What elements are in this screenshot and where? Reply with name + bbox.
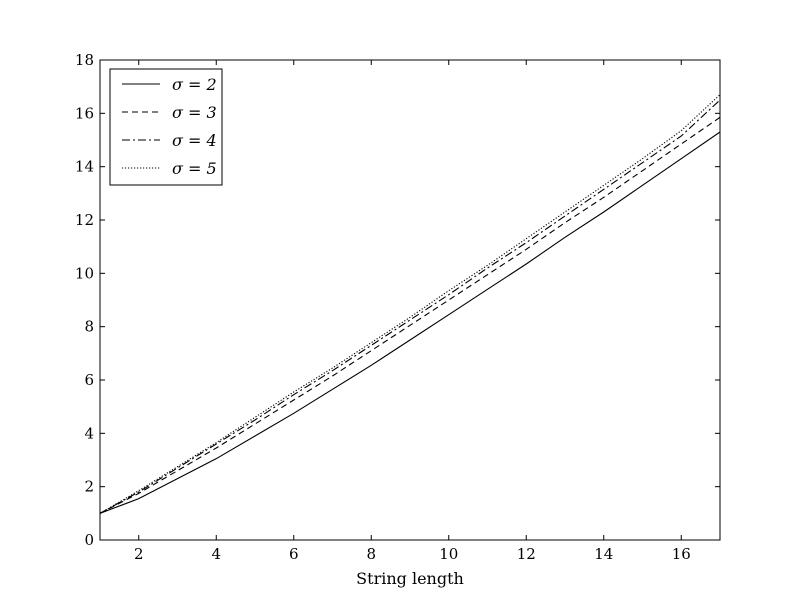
x-tick-label-2: 2 — [134, 545, 144, 563]
y-tick-label-12: 12 — [75, 211, 94, 229]
y-tick-label-4: 4 — [84, 424, 94, 442]
x-tick-label-4: 4 — [211, 545, 221, 563]
y-tick-label-0: 0 — [84, 531, 94, 549]
y-tick-label-2: 2 — [84, 478, 94, 496]
series-line-1 — [99, 131, 721, 514]
series-layer — [99, 94, 721, 514]
x-tick-label-10: 10 — [439, 545, 458, 563]
y-tick-label-8: 8 — [84, 318, 94, 336]
y-tick-label-16: 16 — [75, 104, 94, 122]
x-tick-label-6: 6 — [289, 545, 299, 563]
legend-label-3: σ = 4 — [172, 131, 217, 150]
y-tick-label-14: 14 — [75, 158, 94, 176]
legend-label-1: σ = 2 — [172, 75, 217, 94]
y-tick-label-18: 18 — [75, 51, 94, 69]
x-tick-label-12: 12 — [517, 545, 536, 563]
x-tick-label-14: 14 — [594, 545, 613, 563]
legend-box — [109, 68, 223, 186]
legend: σ = 2 σ = 3 σ = 4 σ = 5 — [109, 68, 223, 186]
series-line-3 — [99, 99, 721, 514]
y-tick-label-10: 10 — [75, 264, 94, 282]
ticks-layer: 2 4 6 8 10 12 14 16 0 2 4 6 8 10 12 14 16 18 — [75, 51, 720, 563]
series-line-2 — [99, 116, 721, 514]
y-tick-label-6: 6 — [84, 371, 94, 389]
series-line-4 — [99, 94, 721, 514]
x-tick-label-8: 8 — [366, 545, 376, 563]
x-axis-label: String length — [356, 569, 464, 588]
x-tick-label-16: 16 — [672, 545, 691, 563]
legend-label-2: σ = 3 — [172, 103, 217, 122]
legend-label-4: σ = 5 — [172, 159, 217, 178]
axes-frame — [99, 59, 721, 541]
